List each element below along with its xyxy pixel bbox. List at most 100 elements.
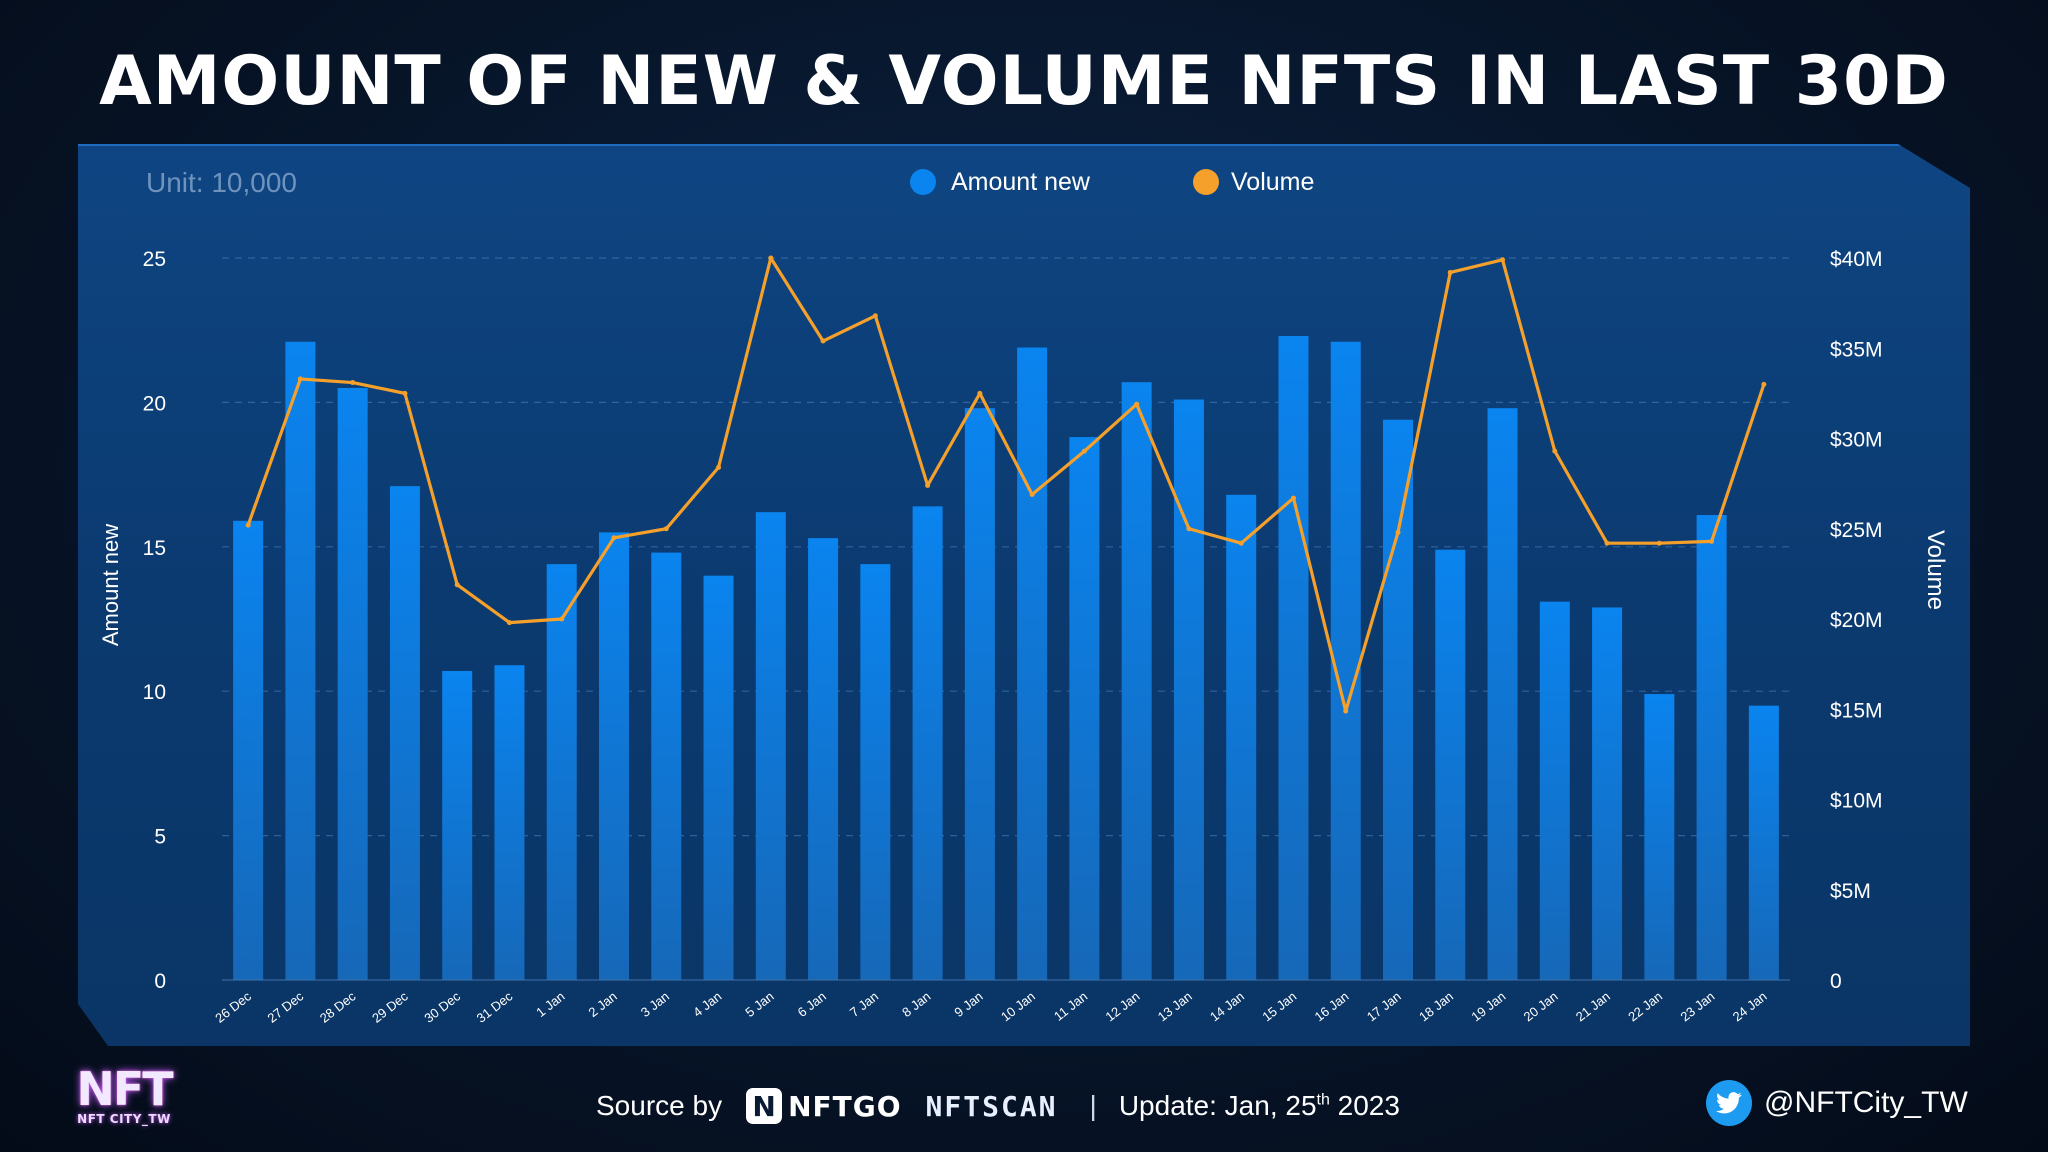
legend-volume-dot[interactable] bbox=[1193, 169, 1219, 195]
volume-point-31-dec[interactable] bbox=[506, 620, 512, 626]
nftgo-logo: N NFTGO bbox=[746, 1088, 901, 1124]
bar-7-jan[interactable] bbox=[860, 564, 891, 980]
bars bbox=[233, 335, 1779, 981]
x-tick-label: 3 Jan bbox=[638, 989, 672, 1020]
x-tick-label: 14 Jan bbox=[1207, 989, 1247, 1025]
volume-point-19-jan[interactable] bbox=[1500, 257, 1506, 263]
x-tick-label: 29 Dec bbox=[369, 988, 411, 1025]
volume-point-1-jan[interactable] bbox=[559, 616, 565, 622]
volume-point-15-jan[interactable] bbox=[1290, 495, 1296, 501]
bar-18-jan[interactable] bbox=[1435, 549, 1466, 980]
y2-tick-label: $25M bbox=[1830, 519, 1883, 542]
twitter-handle[interactable]: @NFTCity_TW bbox=[1764, 1086, 1968, 1119]
x-tick-label: 23 Jan bbox=[1677, 989, 1717, 1025]
page-title: AMOUNT OF NEW & VOLUME NFTS IN LAST 30D bbox=[99, 42, 1949, 121]
bar-12-jan[interactable] bbox=[1121, 382, 1152, 981]
nftgo-mark-icon: N bbox=[746, 1088, 783, 1124]
x-tick-label: 21 Jan bbox=[1573, 989, 1613, 1025]
volume-point-24-jan[interactable] bbox=[1761, 381, 1767, 387]
y2-tick-label: $10M bbox=[1830, 790, 1883, 813]
volume-point-4-jan[interactable] bbox=[716, 464, 722, 470]
x-tick-label: 15 Jan bbox=[1259, 989, 1299, 1025]
bar-11-jan[interactable] bbox=[1069, 437, 1100, 980]
bar-19-jan[interactable] bbox=[1487, 408, 1518, 980]
volume-point-22-jan[interactable] bbox=[1656, 540, 1662, 546]
bar-6-jan[interactable] bbox=[808, 538, 839, 980]
bar-23-jan[interactable] bbox=[1696, 515, 1727, 980]
bar-28-dec[interactable] bbox=[337, 387, 368, 981]
bar-22-jan[interactable] bbox=[1644, 694, 1675, 980]
y-tick-label: 10 bbox=[143, 681, 166, 704]
volume-point-27-dec[interactable] bbox=[297, 376, 303, 382]
bar-14-jan[interactable] bbox=[1226, 494, 1257, 980]
y-axis-label: Amount new bbox=[98, 524, 123, 646]
bar-26-dec[interactable] bbox=[233, 520, 264, 980]
bar-2-jan[interactable] bbox=[599, 532, 629, 980]
x-tick-label: 11 Jan bbox=[1051, 989, 1090, 1024]
x-tick-label: 22 Jan bbox=[1625, 989, 1665, 1025]
legend-volume-label[interactable]: Volume bbox=[1231, 168, 1314, 196]
y-tick-label: 5 bbox=[154, 826, 166, 849]
volume-point-23-jan[interactable] bbox=[1709, 538, 1715, 544]
bar-16-jan[interactable] bbox=[1330, 341, 1361, 980]
legend-amount-dot[interactable] bbox=[910, 169, 936, 195]
volume-point-12-jan[interactable] bbox=[1134, 401, 1140, 407]
y2-tick-label: $35M bbox=[1830, 338, 1883, 361]
bar-20-jan[interactable] bbox=[1539, 601, 1570, 980]
volume-point-3-jan[interactable] bbox=[663, 526, 669, 532]
bar-8-jan[interactable] bbox=[912, 506, 943, 980]
volume-point-21-jan[interactable] bbox=[1604, 540, 1610, 546]
volume-point-16-jan[interactable] bbox=[1343, 708, 1349, 714]
nftscan-logo: NFTSCAN bbox=[925, 1089, 1058, 1123]
bar-27-dec[interactable] bbox=[285, 341, 316, 980]
twitter-handle-block[interactable]: @NFTCity_TW bbox=[1706, 1080, 1968, 1126]
logo-text: NFT bbox=[76, 1062, 173, 1116]
volume-point-11-jan[interactable] bbox=[1081, 448, 1087, 454]
bar-21-jan[interactable] bbox=[1592, 607, 1623, 980]
y2-axis-label: Volume bbox=[1922, 530, 1949, 610]
logo-subtext: NFT CITY_TW bbox=[77, 1112, 171, 1126]
volume-point-26-dec[interactable] bbox=[245, 522, 251, 528]
volume-point-10-jan[interactable] bbox=[1029, 491, 1035, 497]
bar-9-jan[interactable] bbox=[964, 408, 995, 980]
volume-point-13-jan[interactable] bbox=[1186, 526, 1192, 532]
y-tick-label: 15 bbox=[143, 537, 166, 560]
volume-point-17-jan[interactable] bbox=[1395, 529, 1401, 535]
x-tick-label: 7 Jan bbox=[847, 989, 881, 1020]
bar-15-jan[interactable] bbox=[1278, 335, 1309, 980]
bar-17-jan[interactable] bbox=[1383, 419, 1413, 980]
update-text: Update: Jan, 25 bbox=[1118, 1090, 1317, 1121]
y-tick-label: 25 bbox=[143, 248, 166, 271]
volume-point-7-jan[interactable] bbox=[872, 313, 878, 319]
bar-10-jan[interactable] bbox=[1017, 347, 1048, 980]
bar-5-jan[interactable] bbox=[755, 512, 786, 980]
nft-city-logo: NFT NFT CITY_TW bbox=[76, 1062, 173, 1132]
bar-3-jan[interactable] bbox=[651, 552, 682, 980]
volume-point-14-jan[interactable] bbox=[1238, 540, 1244, 546]
volume-point-6-jan[interactable] bbox=[820, 338, 826, 344]
x-tick-label: 13 Jan bbox=[1155, 989, 1195, 1025]
bar-29-dec[interactable] bbox=[389, 486, 420, 980]
volume-point-28-dec[interactable] bbox=[350, 380, 356, 386]
volume-line bbox=[245, 255, 1767, 714]
volume-point-20-jan[interactable] bbox=[1552, 448, 1558, 454]
bar-13-jan[interactable] bbox=[1173, 399, 1204, 981]
volume-point-2-jan[interactable] bbox=[611, 535, 617, 541]
bar-31-dec[interactable] bbox=[494, 665, 525, 980]
bar-24-jan[interactable] bbox=[1748, 705, 1779, 980]
x-tick-label: 24 Jan bbox=[1730, 989, 1770, 1025]
twitter-icon bbox=[1706, 1080, 1752, 1126]
x-tick-label: 10 Jan bbox=[998, 989, 1038, 1025]
x-tick-label: 6 Jan bbox=[795, 989, 829, 1020]
volume-series-line[interactable] bbox=[246, 256, 1766, 713]
bar-30-dec[interactable] bbox=[442, 670, 473, 980]
bar-4-jan[interactable] bbox=[703, 575, 734, 980]
volume-point-8-jan[interactable] bbox=[925, 482, 931, 488]
volume-point-18-jan[interactable] bbox=[1447, 269, 1453, 275]
bar-1-jan[interactable] bbox=[546, 564, 577, 980]
volume-point-5-jan[interactable] bbox=[768, 255, 774, 261]
legend-amount-label[interactable]: Amount new bbox=[951, 168, 1091, 196]
volume-point-9-jan[interactable] bbox=[977, 390, 983, 396]
volume-point-29-dec[interactable] bbox=[402, 390, 408, 396]
volume-point-30-dec[interactable] bbox=[454, 582, 460, 588]
